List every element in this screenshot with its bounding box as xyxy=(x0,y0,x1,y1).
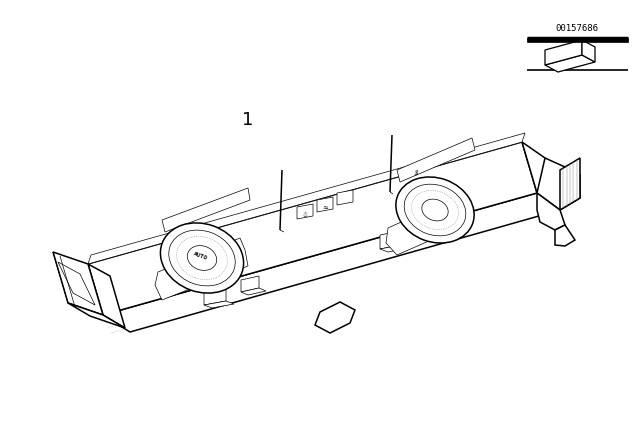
Polygon shape xyxy=(204,286,226,305)
Polygon shape xyxy=(582,40,595,62)
Polygon shape xyxy=(527,38,628,42)
Ellipse shape xyxy=(177,237,227,280)
Polygon shape xyxy=(545,55,595,72)
Ellipse shape xyxy=(169,230,236,286)
Ellipse shape xyxy=(188,246,217,271)
Polygon shape xyxy=(442,218,464,225)
Polygon shape xyxy=(162,188,250,232)
Polygon shape xyxy=(317,197,333,212)
Ellipse shape xyxy=(161,223,244,293)
Polygon shape xyxy=(537,158,580,210)
Text: 00157686: 00157686 xyxy=(556,23,598,33)
Text: AUTO: AUTO xyxy=(192,251,208,261)
Ellipse shape xyxy=(404,184,466,236)
Polygon shape xyxy=(555,225,575,246)
Polygon shape xyxy=(442,208,458,222)
Ellipse shape xyxy=(396,177,474,243)
Polygon shape xyxy=(537,193,565,230)
Polygon shape xyxy=(380,245,408,252)
Ellipse shape xyxy=(412,190,458,230)
Polygon shape xyxy=(68,303,125,328)
Polygon shape xyxy=(386,194,472,255)
Polygon shape xyxy=(241,288,266,295)
Polygon shape xyxy=(411,218,429,234)
Polygon shape xyxy=(241,276,259,292)
Polygon shape xyxy=(411,230,436,237)
Text: ☃: ☃ xyxy=(302,212,308,218)
Text: $: $ xyxy=(412,169,418,177)
Text: 1: 1 xyxy=(243,111,253,129)
Polygon shape xyxy=(88,264,125,328)
Polygon shape xyxy=(545,40,582,65)
Polygon shape xyxy=(380,231,400,249)
Polygon shape xyxy=(560,158,580,210)
Polygon shape xyxy=(53,252,103,315)
Polygon shape xyxy=(297,204,313,219)
Polygon shape xyxy=(88,133,525,264)
Polygon shape xyxy=(315,302,355,333)
Polygon shape xyxy=(522,142,560,210)
Polygon shape xyxy=(155,238,248,300)
Polygon shape xyxy=(337,190,353,205)
Polygon shape xyxy=(204,301,234,308)
Polygon shape xyxy=(88,142,537,315)
Text: ≈: ≈ xyxy=(322,205,328,211)
Polygon shape xyxy=(397,138,475,182)
Ellipse shape xyxy=(422,199,448,221)
Polygon shape xyxy=(103,193,560,332)
